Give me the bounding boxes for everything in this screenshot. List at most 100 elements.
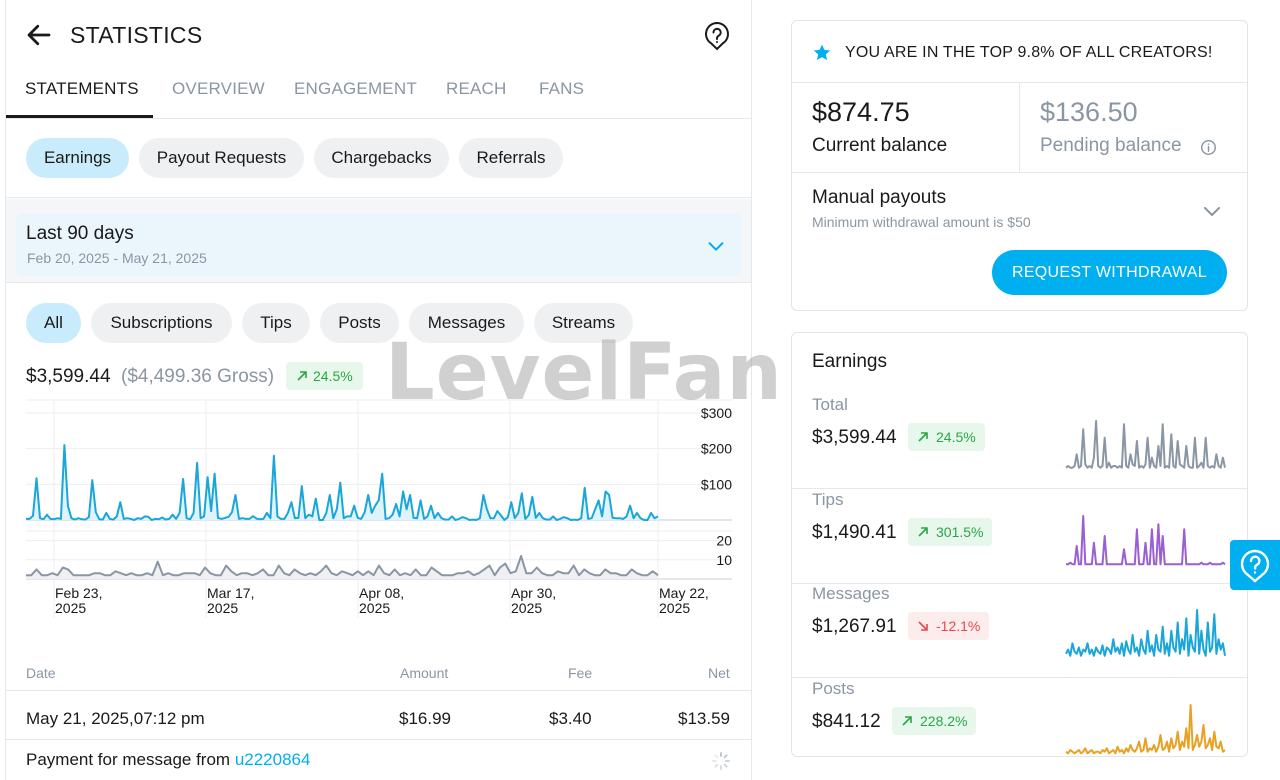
filter-posts[interactable]: Posts — [320, 303, 399, 343]
amount-area — [26, 445, 658, 520]
earnings-row-value: $1,267.91 — [812, 616, 897, 637]
row-description: Payment for message from u2220864 — [6, 741, 751, 780]
pending-balance-amount: $136.50 — [1040, 97, 1138, 127]
change-badge: 24.5% — [286, 362, 363, 390]
user-link[interactable]: u2220864 — [234, 750, 311, 769]
chip-payout-requests[interactable]: Payout Requests — [139, 138, 304, 178]
pending-balance-label: Pending balance — [1040, 135, 1182, 156]
earnings-row-label: Total — [812, 395, 848, 414]
statements-panel: STATISTICS STATEMENTS OVERVIEW ENGAGEMEN… — [5, 0, 752, 780]
balance-divider — [1019, 83, 1020, 173]
trend-up-icon — [902, 716, 912, 726]
tab-fans[interactable]: FANS — [539, 79, 585, 98]
sparkline-tips — [1066, 515, 1226, 566]
star-icon — [813, 44, 831, 60]
change-value: 24.5% — [936, 429, 976, 445]
filter-tips[interactable]: Tips — [242, 303, 310, 343]
statement-type-chips: Earnings Payout Requests Chargebacks Ref… — [6, 120, 751, 198]
active-tab-indicator — [6, 115, 153, 118]
help-bubble-icon[interactable] — [701, 20, 733, 52]
chip-chargebacks[interactable]: Chargebacks — [314, 138, 449, 178]
chevron-down-icon[interactable] — [1200, 199, 1224, 223]
earnings-row-label: Posts — [812, 679, 855, 698]
x-tick-label: Mar 17, 2025 — [207, 585, 254, 616]
earnings-row-value: $3,599.44 — [812, 427, 897, 448]
tab-overview[interactable]: OVERVIEW — [172, 79, 265, 98]
table-header: Date Amount Fee Net — [6, 655, 751, 691]
x-tick-label: May 22, 2025 — [659, 585, 709, 616]
filter-subscriptions[interactable]: Subscriptions — [91, 303, 232, 343]
sparkline-messages — [1065, 609, 1226, 657]
loading-spinner-icon — [712, 752, 730, 770]
earnings-row-tips[interactable]: Tips $1,490.41 301.5% — [792, 490, 1247, 584]
sparkline-path — [1065, 704, 1226, 755]
page-title: STATISTICS — [70, 22, 203, 48]
rank-text: YOU ARE IN THE TOP 9.8% OF ALL CREATORS! — [845, 44, 1213, 61]
earnings-row-messages[interactable]: Messages $1,267.91 -12.1% — [792, 584, 1247, 678]
earnings-chart: $300 $200 $100 20 10 Feb 23, 2025 Mar 17, 2025 Ap… — [26, 399, 732, 618]
chevron-down-icon — [708, 242, 724, 251]
filter-messages[interactable]: Messages — [409, 303, 524, 343]
col-net: Net — [708, 665, 730, 681]
filter-all[interactable]: All — [26, 303, 81, 343]
balance-card: YOU ARE IN THE TOP 9.8% OF ALL CREATORS!… — [791, 20, 1248, 311]
floating-help-button[interactable] — [1230, 540, 1280, 590]
x-tick-label: Feb 23, 2025 — [55, 585, 102, 616]
tab-reach[interactable]: REACH — [446, 79, 507, 98]
sparkline-path — [1066, 515, 1226, 566]
change-value: 24.5% — [313, 368, 353, 384]
tab-engagement[interactable]: ENGAGEMENT — [294, 79, 417, 98]
creator-rank-banner: YOU ARE IN THE TOP 9.8% OF ALL CREATORS! — [792, 21, 1247, 83]
col-date: Date — [26, 665, 56, 681]
earnings-row-value: $841.12 — [812, 711, 881, 732]
row-amount: $16.99 — [399, 709, 451, 728]
gross-earnings-value: ($4,499.36 Gross) — [121, 366, 275, 387]
earnings-row-posts[interactable]: Posts $841.12 228.2% — [792, 679, 1247, 773]
change-value: 301.5% — [936, 524, 984, 540]
row-net: $13.59 — [678, 709, 730, 728]
earnings-row-total[interactable]: Total $3,599.44 24.5% — [792, 395, 1247, 489]
sparkline-total — [1065, 420, 1226, 469]
x-tick-label: Apr 30, 2025 — [511, 585, 556, 616]
y-tick-label: 20 — [716, 533, 732, 549]
arrow-left-icon[interactable] — [24, 20, 54, 50]
payout-title: Manual payouts — [812, 187, 947, 208]
chart-grid — [26, 399, 732, 618]
y-tick-label: $200 — [701, 441, 732, 457]
filter-streams[interactable]: Streams — [534, 303, 633, 343]
payout-subtitle: Minimum withdrawal amount is $50 — [812, 214, 1031, 230]
date-range-selector[interactable]: Last 90 days Feb 20, 2025 - May 21, 2025 — [16, 213, 742, 276]
col-amount: Amount — [400, 665, 449, 681]
request-withdrawal-button[interactable]: REQUEST WITHDRAWAL — [992, 250, 1227, 295]
chip-earnings[interactable]: Earnings — [26, 138, 129, 178]
y-tick-label: $300 — [701, 405, 732, 421]
change-badge: 228.2% — [892, 707, 977, 735]
col-fee: Fee — [568, 665, 593, 681]
sparkline-path — [1065, 609, 1226, 657]
trend-up-icon — [918, 432, 928, 442]
change-badge: 24.5% — [908, 423, 985, 451]
y-tick-label: 10 — [716, 552, 732, 568]
statistics-tabs: STATEMENTS OVERVIEW ENGAGEMENT REACH FAN… — [6, 70, 751, 119]
trend-down-icon — [918, 621, 928, 631]
date-range-subtitle: Feb 20, 2025 - May 21, 2025 — [27, 250, 207, 266]
earnings-row-label: Tips — [812, 490, 844, 509]
date-range-title: Last 90 days — [26, 223, 134, 244]
tab-statements[interactable]: STATEMENTS — [25, 79, 139, 98]
table-row[interactable]: May 21, 2025,07:12 pm $16.99 $3.40 $13.5… — [6, 692, 751, 740]
count-series-line — [26, 555, 659, 577]
net-earnings-value: $3,599.44 — [26, 366, 111, 387]
earnings-filter-chips: All Subscriptions Tips Posts Messages St… — [6, 284, 751, 354]
balances-row: $874.75 Current balance $136.50 Pending … — [792, 83, 1247, 173]
trend-up-icon — [297, 371, 307, 381]
x-tick-label: Apr 08, 2025 — [359, 585, 404, 616]
change-value: -12.1% — [936, 618, 981, 634]
row-fee: $3.40 — [549, 709, 592, 728]
info-icon[interactable] — [1200, 139, 1217, 156]
sparkline-posts — [1065, 704, 1226, 755]
chip-referrals[interactable]: Referrals — [459, 138, 563, 178]
current-balance-label: Current balance — [812, 135, 948, 156]
description-text: Payment for message from — [26, 750, 235, 769]
earnings-breakdown-card: Earnings Total $3,599.44 24.5% Tips $1,490.4… — [791, 332, 1248, 757]
